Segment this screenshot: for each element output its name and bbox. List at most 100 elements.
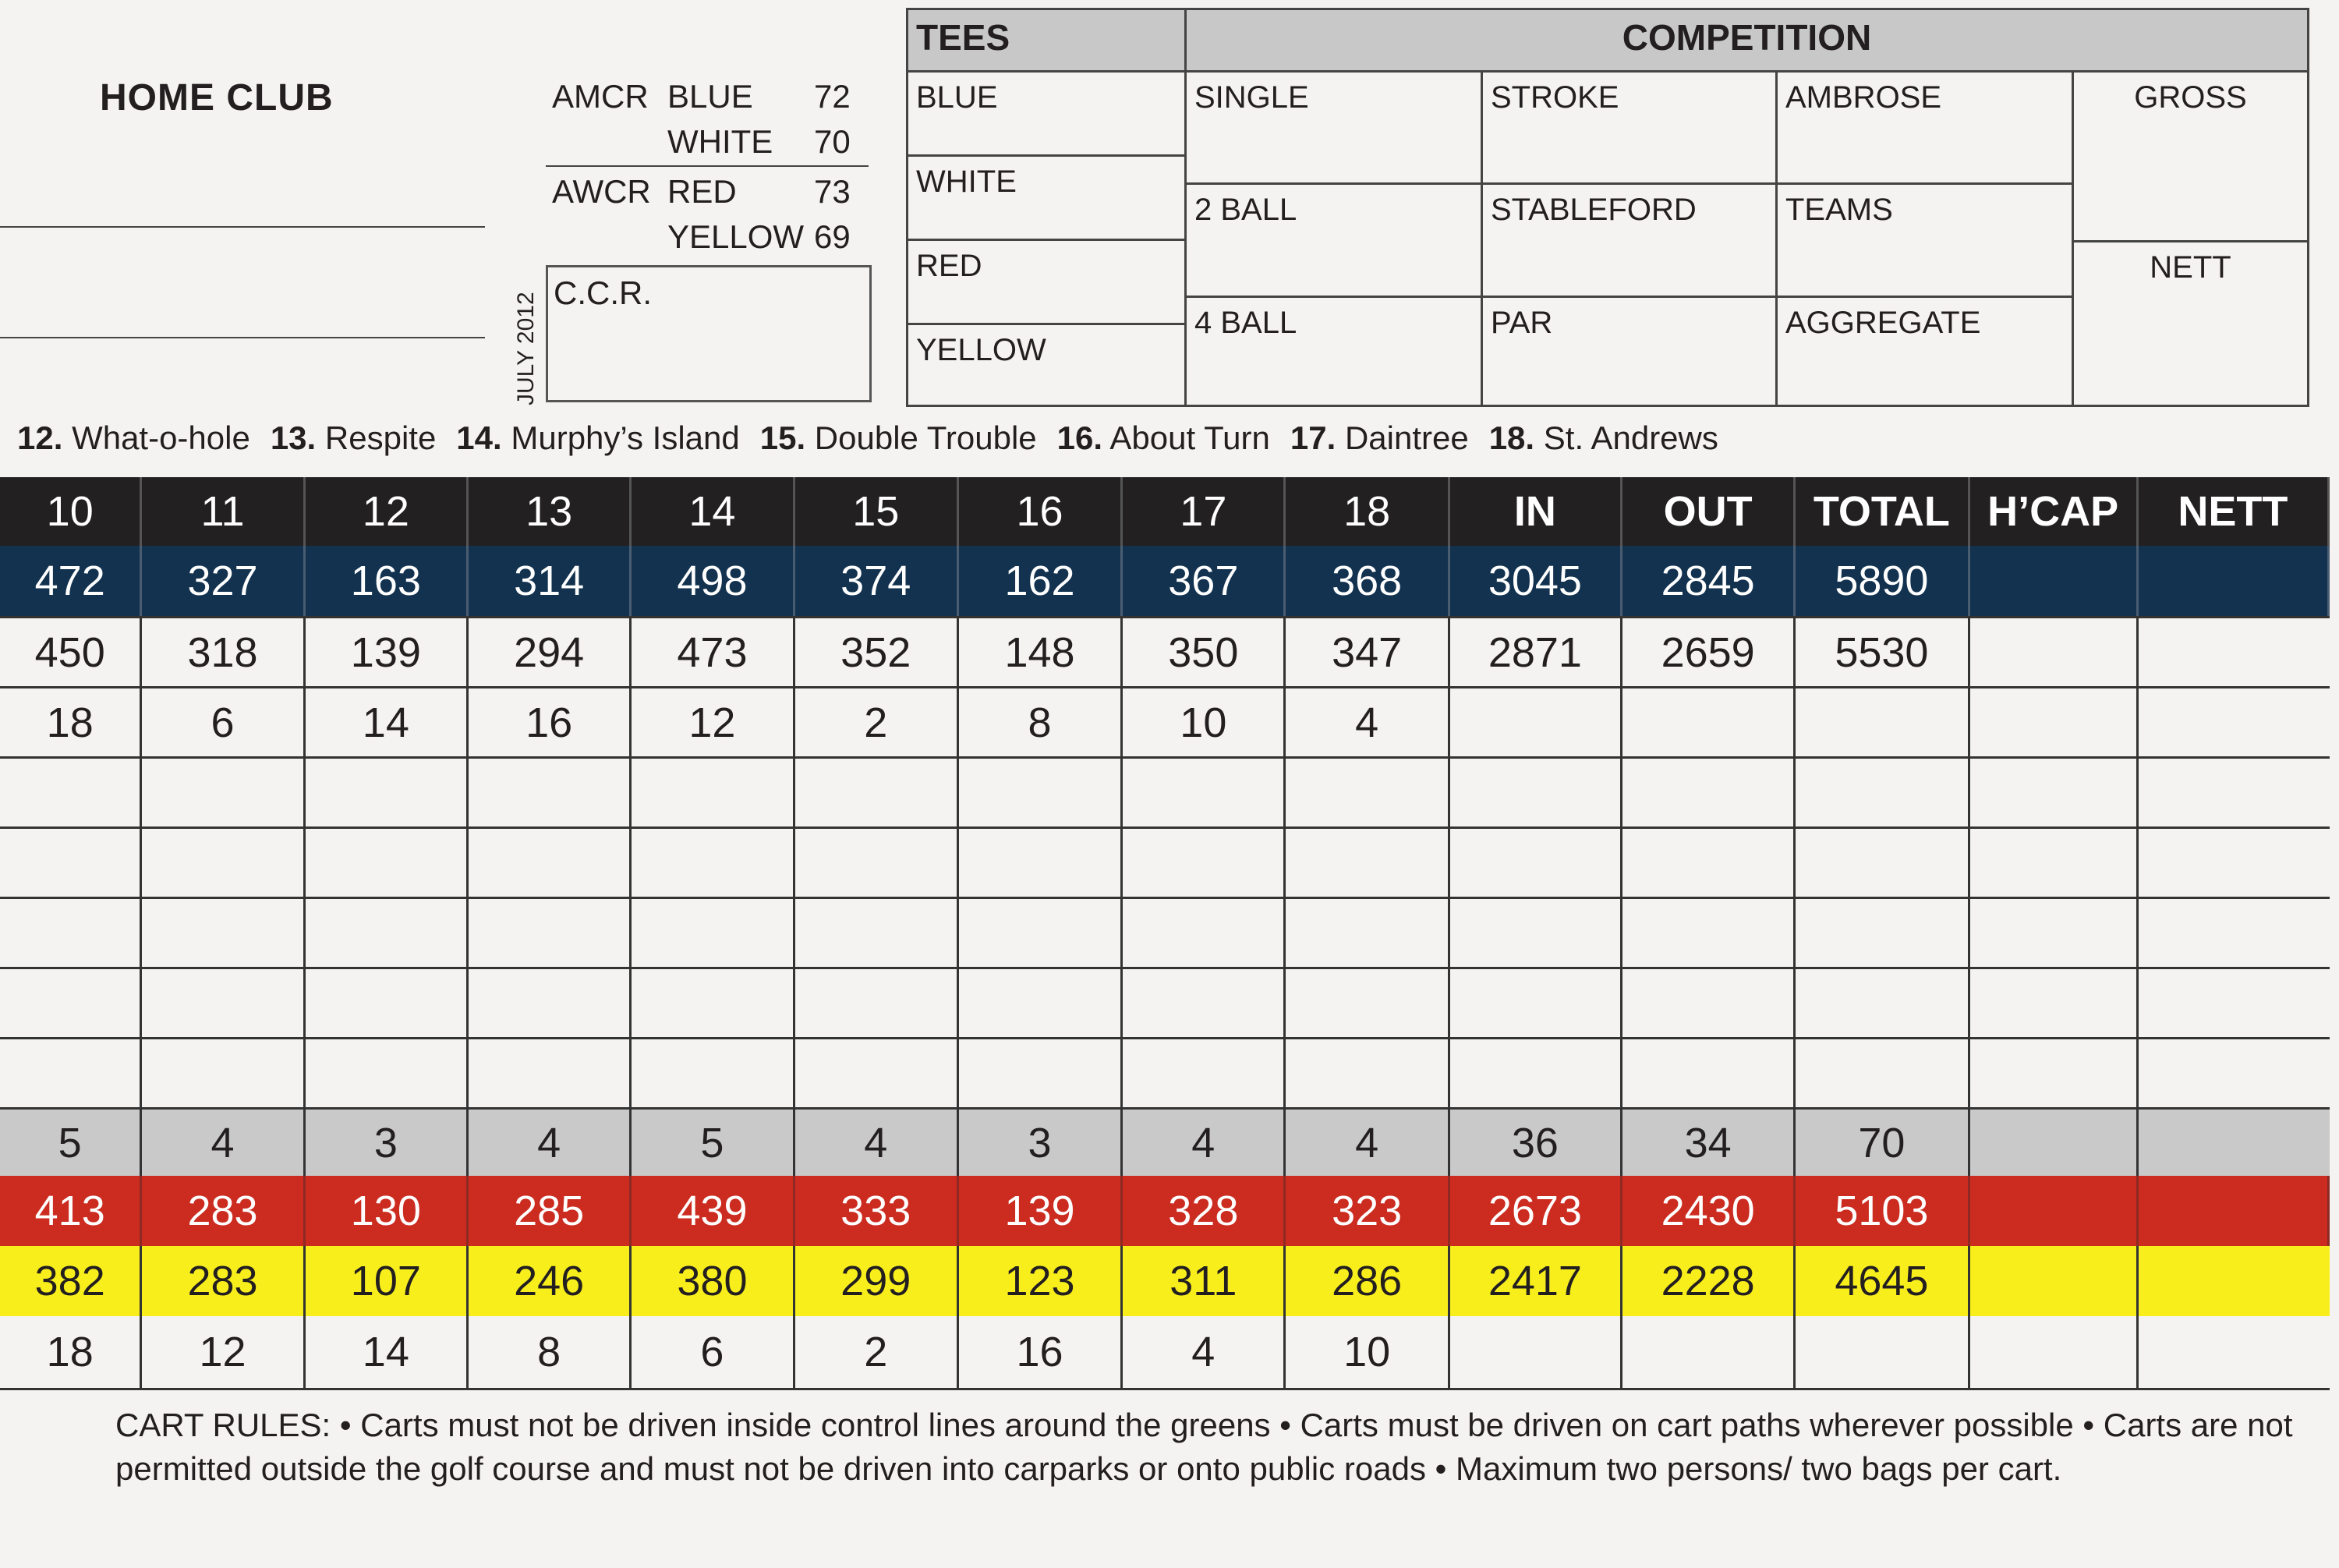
score-entry-cell[interactable] bbox=[2139, 759, 2330, 826]
score-entry-cell[interactable] bbox=[1970, 1039, 2139, 1107]
score-entry-cell[interactable] bbox=[1450, 829, 1623, 897]
score-entry-cell[interactable] bbox=[1450, 759, 1623, 826]
comp-aggregate[interactable]: AGGREGATE bbox=[1778, 298, 2074, 405]
score-entry-cell[interactable] bbox=[632, 1039, 795, 1107]
score-entry-cell[interactable] bbox=[1970, 969, 2139, 1037]
comp-2-ball[interactable]: 2 BALL bbox=[1187, 185, 1483, 298]
comp-stableford[interactable]: STABLEFORD bbox=[1483, 185, 1778, 298]
score-entry-cell[interactable] bbox=[1286, 759, 1450, 826]
score-entry-cell[interactable] bbox=[469, 1039, 632, 1107]
score-entry-cell[interactable] bbox=[632, 829, 795, 897]
comp-ambrose[interactable]: AMBROSE bbox=[1778, 73, 2074, 185]
comp-stroke[interactable]: STROKE bbox=[1483, 73, 1778, 185]
score-entry-cell[interactable] bbox=[1622, 759, 1796, 826]
score-entry-cell[interactable] bbox=[2139, 829, 2330, 897]
ccr-box[interactable] bbox=[546, 265, 872, 402]
score-cell: 2430 bbox=[1622, 1176, 1796, 1246]
tee-white[interactable]: WHITE bbox=[908, 157, 1187, 241]
score-entry-cell[interactable] bbox=[959, 829, 1123, 897]
score-entry-cell[interactable] bbox=[1123, 759, 1286, 826]
comp-teams[interactable]: TEAMS bbox=[1778, 185, 2074, 298]
score-entry-cell[interactable] bbox=[469, 899, 632, 967]
comp-single[interactable]: SINGLE bbox=[1187, 73, 1483, 185]
score-entry-cell[interactable] bbox=[1123, 829, 1286, 897]
score-entry-cell[interactable] bbox=[0, 759, 143, 826]
tee-blue[interactable]: BLUE bbox=[908, 73, 1187, 157]
score-entry-cell[interactable] bbox=[1796, 1039, 1970, 1107]
score-entry-cell[interactable] bbox=[1622, 1039, 1796, 1107]
score-entry-cell[interactable] bbox=[306, 899, 469, 967]
score-entry-cell[interactable] bbox=[1286, 899, 1450, 967]
score-entry-cell[interactable] bbox=[795, 1039, 959, 1107]
score-entry-cell[interactable] bbox=[1970, 759, 2139, 826]
score-cell: 473 bbox=[632, 618, 795, 686]
score-entry-cell[interactable] bbox=[0, 1039, 143, 1107]
tees-title: TEES bbox=[908, 10, 1187, 73]
yellow-rating-value: 69 bbox=[814, 218, 851, 255]
score-entry-cell[interactable] bbox=[142, 759, 306, 826]
comp-par[interactable]: PAR bbox=[1483, 298, 1778, 405]
score-entry-cell[interactable] bbox=[1970, 829, 2139, 897]
blue-tee-row: 472 327 163 314 498 374 162 367 368 3045 2845 5890 bbox=[0, 546, 2330, 616]
score-entry-cell[interactable] bbox=[1286, 969, 1450, 1037]
score-cell: 314 bbox=[469, 546, 632, 616]
score-entry-cell[interactable] bbox=[1622, 829, 1796, 897]
score-entry-cell[interactable] bbox=[1796, 759, 1970, 826]
score-entry-cell[interactable] bbox=[795, 829, 959, 897]
score-entry-cell[interactable] bbox=[142, 969, 306, 1037]
score-entry-cell[interactable] bbox=[1796, 829, 1970, 897]
score-entry-cell[interactable] bbox=[1286, 1039, 1450, 1107]
score-entry-cell[interactable] bbox=[2139, 899, 2330, 967]
score-entry-cell[interactable] bbox=[2139, 969, 2330, 1037]
score-entry-cell[interactable] bbox=[1450, 899, 1623, 967]
comp-4-ball[interactable]: 4 BALL bbox=[1187, 298, 1483, 405]
score-entry-cell[interactable] bbox=[1622, 899, 1796, 967]
score-entry-cell[interactable] bbox=[306, 1039, 469, 1107]
scorecard-header-row: 10 11 12 13 14 15 16 17 18 IN OUT TOTAL H’CAP NETT bbox=[0, 477, 2330, 546]
score-entry-cell[interactable] bbox=[1970, 899, 2139, 967]
score-entry-cell[interactable] bbox=[795, 899, 959, 967]
score-entry-cell[interactable] bbox=[1796, 969, 1970, 1037]
score-entry-cell[interactable] bbox=[795, 759, 959, 826]
score-entry-cell[interactable] bbox=[1123, 969, 1286, 1037]
grid-bottom-border bbox=[0, 1388, 2330, 1390]
score-entry-cell[interactable] bbox=[0, 829, 143, 897]
score-entry-cell[interactable] bbox=[306, 759, 469, 826]
score-entry-cell[interactable] bbox=[469, 759, 632, 826]
score-entry-cell[interactable] bbox=[632, 759, 795, 826]
score-entry-cell[interactable] bbox=[142, 1039, 306, 1107]
score-entry-cell[interactable] bbox=[142, 899, 306, 967]
score-entry-cell[interactable] bbox=[1286, 829, 1450, 897]
score-entry-cell[interactable] bbox=[1622, 969, 1796, 1037]
gross-box[interactable]: GROSS bbox=[2074, 73, 2307, 242]
score-entry-cell[interactable] bbox=[469, 969, 632, 1037]
score-entry-cell[interactable] bbox=[142, 829, 306, 897]
tee-red[interactable]: RED bbox=[908, 241, 1187, 325]
score-entry-cell[interactable] bbox=[632, 899, 795, 967]
score-entry-cell[interactable] bbox=[959, 969, 1123, 1037]
score-entry-cell[interactable] bbox=[1796, 899, 1970, 967]
score-entry-cell[interactable] bbox=[469, 829, 632, 897]
blue-rating-value: 72 bbox=[814, 78, 851, 115]
nett-box[interactable]: NETT bbox=[2150, 250, 2231, 285]
score-entry-cell[interactable] bbox=[2139, 1039, 2330, 1107]
score-entry-cell[interactable] bbox=[959, 899, 1123, 967]
score-entry-cell[interactable] bbox=[0, 899, 143, 967]
score-entry-cell[interactable] bbox=[632, 969, 795, 1037]
score-entry-cell[interactable] bbox=[1123, 1039, 1286, 1107]
score-entry-cell[interactable] bbox=[959, 759, 1123, 826]
score-entry-cell[interactable] bbox=[959, 1039, 1123, 1107]
hole-number: 14. bbox=[456, 419, 502, 456]
score-entry-cell[interactable] bbox=[306, 969, 469, 1037]
score-cell bbox=[1970, 1110, 2139, 1176]
score-entry-cell[interactable] bbox=[1450, 1039, 1623, 1107]
score-cell bbox=[1796, 688, 1970, 756]
score-entry-cell[interactable] bbox=[1450, 969, 1623, 1037]
score-cell: 2228 bbox=[1622, 1246, 1796, 1316]
score-entry-cell[interactable] bbox=[306, 829, 469, 897]
tee-yellow[interactable]: YELLOW bbox=[908, 325, 1187, 405]
score-entry-cell[interactable] bbox=[0, 969, 143, 1037]
score-entry-cell[interactable] bbox=[795, 969, 959, 1037]
score-entry-cell[interactable] bbox=[1123, 899, 1286, 967]
score-cell: 5 bbox=[632, 1110, 795, 1176]
